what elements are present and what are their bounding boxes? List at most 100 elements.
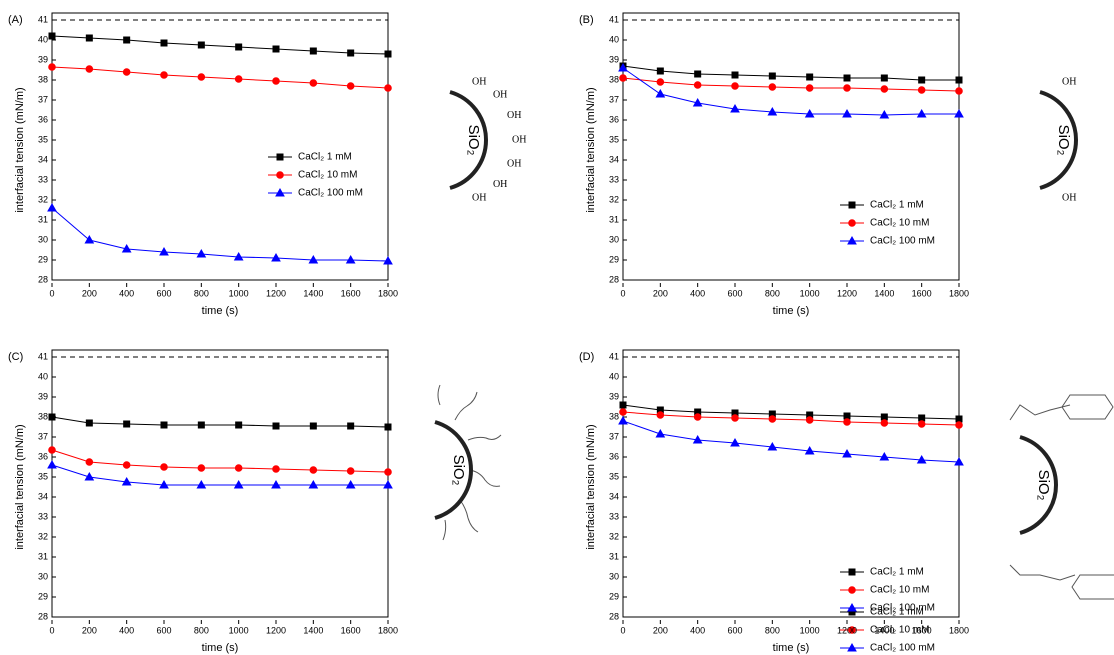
y-tick-label: 35 — [38, 471, 48, 481]
y-tick-label: 29 — [38, 591, 48, 601]
marker — [916, 454, 927, 464]
x-tick-label: 600 — [156, 625, 171, 635]
marker — [48, 413, 56, 421]
y-tick-label: 39 — [609, 54, 619, 64]
marker — [197, 464, 206, 472]
marker — [842, 448, 852, 458]
marker — [768, 415, 777, 423]
marker — [47, 459, 57, 469]
particle-label: SiO₂ — [465, 125, 482, 156]
marker — [271, 252, 281, 262]
marker — [917, 420, 926, 428]
series-line — [622, 404, 960, 420]
particle — [1019, 435, 1058, 535]
marker — [235, 421, 243, 429]
marker — [656, 78, 665, 86]
marker — [160, 39, 168, 47]
legend-label: CaCl₂ 100 mM — [870, 643, 935, 654]
panel-label: (B) — [579, 14, 594, 26]
x-tick-label: 400 — [119, 625, 134, 635]
series-line — [51, 464, 388, 486]
marker — [842, 108, 852, 118]
series-line — [51, 207, 389, 262]
marker — [383, 255, 393, 265]
x-axis-label: time (s) — [773, 642, 810, 654]
y-tick-label: 31 — [38, 214, 48, 224]
group-label: OH — [493, 90, 507, 101]
y-tick-label: 40 — [38, 371, 48, 381]
x-tick-label: 1000 — [800, 288, 820, 298]
marker — [693, 81, 702, 89]
marker — [309, 79, 318, 87]
x-tick-label: 200 — [653, 625, 668, 635]
legend-label: CaCl₂ 10 mM — [870, 585, 929, 596]
y-tick-label: 40 — [609, 371, 619, 381]
marker — [848, 586, 856, 594]
marker — [345, 254, 356, 264]
series-line — [51, 449, 389, 473]
marker — [159, 246, 169, 256]
particle-label: SiO₂ — [1035, 470, 1052, 501]
y-tick-label: 39 — [609, 391, 619, 401]
y-tick-label: 35 — [609, 471, 619, 481]
legend-label: CaCl₂ 1 mM — [870, 607, 924, 618]
marker — [805, 416, 814, 424]
x-axis-label: time (s) — [773, 305, 810, 317]
legend-label: CaCl₂ 10 mM — [870, 625, 929, 636]
y-tick-label: 31 — [609, 214, 619, 224]
marker — [656, 411, 665, 419]
x-tick-label: 1200 — [266, 625, 286, 635]
schematic: SiO₂ — [1019, 435, 1058, 535]
marker — [48, 32, 56, 40]
y-tick-label: 39 — [38, 391, 48, 401]
marker — [85, 458, 94, 466]
marker — [730, 103, 740, 113]
y-tick-label: 36 — [609, 114, 619, 124]
group-label: OH — [1062, 76, 1076, 87]
y-tick-label: 41 — [38, 351, 48, 361]
marker — [879, 451, 890, 461]
particle-label: SiO₂ — [1055, 125, 1072, 156]
marker — [848, 219, 856, 227]
x-tick-label: 1800 — [949, 625, 969, 635]
marker — [847, 235, 857, 245]
schematic: SiO₂ OH OH — [1039, 76, 1078, 203]
chain-decor — [437, 384, 1114, 600]
marker — [347, 422, 355, 430]
marker — [159, 479, 169, 489]
x-tick-label: 1400 — [303, 625, 323, 635]
marker — [880, 419, 889, 427]
marker — [309, 422, 317, 430]
y-tick-label: 30 — [38, 234, 48, 244]
marker — [954, 108, 964, 118]
x-axis-label: time (s) — [202, 305, 239, 317]
x-tick-label: 800 — [765, 288, 780, 298]
legend-label: CaCl₂ 1 mM — [870, 567, 924, 578]
marker — [84, 234, 95, 244]
x-tick-label: 400 — [690, 288, 705, 298]
marker — [346, 467, 355, 475]
marker — [384, 423, 392, 431]
x-tick-label: 400 — [119, 288, 134, 298]
y-tick-label: 33 — [38, 511, 48, 521]
marker — [160, 421, 168, 429]
y-tick-label: 40 — [609, 34, 619, 44]
x-tick-label: 1600 — [912, 288, 932, 298]
marker — [843, 84, 851, 92]
panel: (A) 28 29 30 31 32 33 34 35 36 37 38 39 40 41 0 200 400 60… — [8, 12, 398, 317]
marker — [848, 626, 856, 634]
marker — [731, 414, 739, 422]
plot-frame — [622, 12, 960, 281]
marker — [843, 418, 851, 426]
x-tick-label: 1200 — [266, 288, 286, 298]
x-tick-label: 1600 — [341, 288, 361, 298]
marker — [276, 153, 284, 161]
legend-label: CaCl₂ 100 mM — [870, 603, 935, 614]
particle — [1039, 90, 1078, 190]
marker — [731, 82, 739, 90]
y-tick-label: 29 — [609, 254, 619, 264]
y-tick-label: 33 — [609, 174, 619, 184]
y-tick-label: 34 — [609, 491, 619, 501]
